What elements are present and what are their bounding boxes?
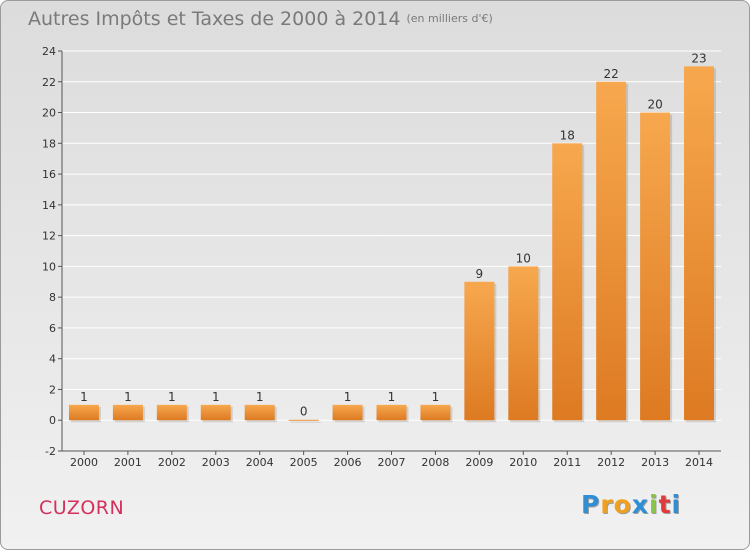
bar-shadow bbox=[290, 421, 321, 423]
y-tick-label: 0 bbox=[49, 414, 56, 427]
y-tick-label: 24 bbox=[42, 45, 56, 58]
chart-title: Autres Impôts et Taxes de 2000 à 2014 (en… bbox=[28, 8, 493, 30]
y-tick-label: 22 bbox=[42, 76, 56, 89]
logo-letter: P bbox=[581, 490, 601, 519]
bar bbox=[464, 281, 495, 421]
data-label: 20 bbox=[647, 98, 662, 112]
x-tick-label: 2011 bbox=[553, 456, 581, 469]
y-tick-label: 20 bbox=[42, 107, 56, 120]
x-tick-label: 2005 bbox=[290, 456, 318, 469]
x-tick-label: 2009 bbox=[465, 456, 493, 469]
proxiti-logo: Proxiti bbox=[581, 490, 681, 519]
chart-title-text: Autres Impôts et Taxes de 2000 à 2014 bbox=[28, 8, 401, 30]
y-tick-label: 12 bbox=[42, 230, 56, 243]
data-label: 10 bbox=[516, 251, 531, 265]
y-tick-label: 4 bbox=[49, 353, 56, 366]
commune-name: CUZORN bbox=[39, 497, 125, 519]
y-tick-label: 18 bbox=[42, 137, 56, 150]
bar bbox=[508, 266, 539, 421]
bar bbox=[376, 404, 407, 421]
x-tick-label: 2012 bbox=[597, 456, 625, 469]
data-label: 9 bbox=[476, 267, 484, 281]
x-tick-label: 2010 bbox=[509, 456, 537, 469]
x-tick-label: 2006 bbox=[334, 456, 362, 469]
logo-letter: x bbox=[631, 490, 649, 519]
x-tick-label: 2013 bbox=[641, 456, 669, 469]
bar bbox=[200, 404, 231, 421]
data-label: 1 bbox=[80, 390, 88, 404]
x-tick-label: 2008 bbox=[421, 456, 449, 469]
data-label: 1 bbox=[388, 390, 396, 404]
bar bbox=[68, 404, 99, 421]
x-tick-label: 2014 bbox=[685, 456, 713, 469]
chart-title-unit: (en milliers d'€) bbox=[406, 12, 493, 25]
data-label: 1 bbox=[124, 390, 132, 404]
logo-letter: o bbox=[613, 490, 632, 519]
y-tick-label: 10 bbox=[42, 260, 56, 273]
bar bbox=[684, 66, 715, 421]
data-label: 23 bbox=[691, 51, 706, 65]
data-label: 22 bbox=[604, 67, 619, 81]
logo-letter: i bbox=[671, 490, 682, 519]
bar bbox=[112, 404, 143, 421]
bar bbox=[332, 404, 363, 421]
bar bbox=[244, 404, 275, 421]
x-tick-label: 2004 bbox=[246, 456, 274, 469]
data-label: 0 bbox=[300, 405, 308, 419]
data-label: 1 bbox=[256, 390, 264, 404]
x-tick-label: 2003 bbox=[202, 456, 230, 469]
data-label: 1 bbox=[432, 390, 440, 404]
logo-letter: i bbox=[649, 490, 659, 519]
bar bbox=[156, 404, 187, 421]
bar bbox=[552, 143, 583, 421]
data-label: 18 bbox=[560, 128, 575, 142]
bar bbox=[288, 419, 319, 421]
data-label: 1 bbox=[212, 390, 220, 404]
x-tick-label: 2002 bbox=[158, 456, 186, 469]
bar bbox=[596, 81, 627, 421]
bar bbox=[420, 404, 451, 421]
y-tick-label: 16 bbox=[42, 168, 56, 181]
y-tick-label: 8 bbox=[49, 291, 56, 304]
logo-letter: r bbox=[600, 490, 614, 519]
y-tick-label: -2 bbox=[45, 445, 56, 458]
x-tick-label: 2007 bbox=[378, 456, 406, 469]
data-label: 1 bbox=[344, 390, 352, 404]
x-tick-label: 2001 bbox=[114, 456, 142, 469]
bar bbox=[640, 112, 671, 421]
y-tick-label: 2 bbox=[49, 383, 56, 396]
y-tick-label: 6 bbox=[49, 322, 56, 335]
data-label: 1 bbox=[168, 390, 176, 404]
y-tick-label: 14 bbox=[42, 199, 56, 212]
x-tick-label: 2000 bbox=[70, 456, 98, 469]
logo-letter: t bbox=[658, 490, 672, 519]
